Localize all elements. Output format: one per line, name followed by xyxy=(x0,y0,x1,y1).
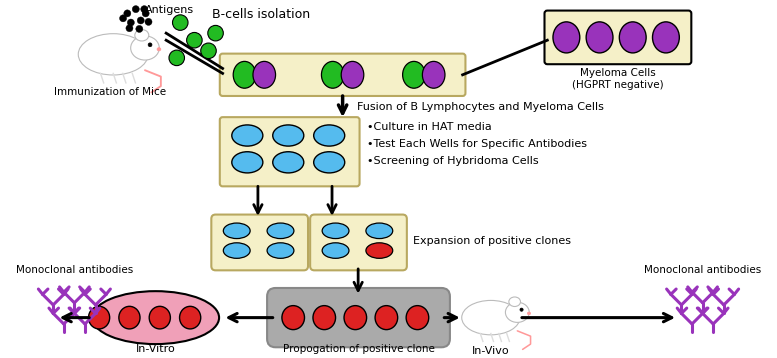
Ellipse shape xyxy=(92,291,219,344)
Ellipse shape xyxy=(179,306,200,329)
Ellipse shape xyxy=(127,19,134,26)
Ellipse shape xyxy=(423,61,445,88)
Ellipse shape xyxy=(124,10,131,17)
Ellipse shape xyxy=(119,306,140,329)
Ellipse shape xyxy=(273,125,304,146)
Text: Fusion of B Lymphocytes and Myeloma Cells: Fusion of B Lymphocytes and Myeloma Cell… xyxy=(357,102,604,112)
FancyBboxPatch shape xyxy=(211,214,308,270)
Text: •Screening of Hybridoma Cells: •Screening of Hybridoma Cells xyxy=(368,156,539,166)
Ellipse shape xyxy=(232,125,263,146)
Ellipse shape xyxy=(586,22,613,53)
Ellipse shape xyxy=(314,125,345,146)
Ellipse shape xyxy=(148,43,152,47)
FancyBboxPatch shape xyxy=(220,117,360,186)
Text: In-Vitro: In-Vitro xyxy=(136,344,176,354)
Ellipse shape xyxy=(172,15,188,30)
FancyBboxPatch shape xyxy=(220,54,465,96)
Ellipse shape xyxy=(509,297,521,306)
Ellipse shape xyxy=(375,306,398,330)
Ellipse shape xyxy=(366,223,392,238)
Ellipse shape xyxy=(322,223,349,238)
Ellipse shape xyxy=(314,152,345,173)
Ellipse shape xyxy=(344,306,367,330)
Text: Expansion of positive clones: Expansion of positive clones xyxy=(413,236,571,246)
Text: Monoclonal antibodies: Monoclonal antibodies xyxy=(644,265,761,275)
Ellipse shape xyxy=(366,243,392,258)
Ellipse shape xyxy=(223,243,250,258)
Ellipse shape xyxy=(149,306,170,329)
Ellipse shape xyxy=(145,18,152,25)
Ellipse shape xyxy=(157,48,161,51)
Ellipse shape xyxy=(120,15,127,22)
Ellipse shape xyxy=(267,243,294,258)
Text: In-Vivo: In-Vivo xyxy=(472,346,510,356)
Ellipse shape xyxy=(322,243,349,258)
Ellipse shape xyxy=(89,306,110,329)
FancyBboxPatch shape xyxy=(310,214,407,270)
Ellipse shape xyxy=(138,17,145,24)
Ellipse shape xyxy=(207,25,223,41)
Text: Myeloma Cells
(HGPRT negative): Myeloma Cells (HGPRT negative) xyxy=(572,68,664,90)
Ellipse shape xyxy=(267,223,294,238)
Ellipse shape xyxy=(322,61,344,88)
Ellipse shape xyxy=(186,33,202,48)
Ellipse shape xyxy=(132,6,139,13)
Ellipse shape xyxy=(282,306,305,330)
Ellipse shape xyxy=(553,22,580,53)
Ellipse shape xyxy=(619,22,646,53)
Text: Immunization of Mice: Immunization of Mice xyxy=(54,87,166,97)
Ellipse shape xyxy=(505,302,529,323)
FancyBboxPatch shape xyxy=(267,288,450,347)
Ellipse shape xyxy=(528,312,531,315)
Text: Propogation of positive clone: Propogation of positive clone xyxy=(283,344,434,354)
Ellipse shape xyxy=(520,308,523,311)
Ellipse shape xyxy=(200,43,216,59)
Ellipse shape xyxy=(142,10,149,17)
Text: B-cells isolation: B-cells isolation xyxy=(212,8,311,21)
Ellipse shape xyxy=(126,25,133,32)
Ellipse shape xyxy=(169,50,184,66)
FancyBboxPatch shape xyxy=(545,11,692,64)
Ellipse shape xyxy=(141,6,148,13)
Ellipse shape xyxy=(232,152,263,173)
Text: Monoclonal antibodies: Monoclonal antibodies xyxy=(16,265,133,275)
Ellipse shape xyxy=(341,61,364,88)
Ellipse shape xyxy=(402,61,425,88)
Ellipse shape xyxy=(462,300,520,335)
Text: •Culture in HAT media: •Culture in HAT media xyxy=(368,122,492,132)
Ellipse shape xyxy=(136,25,143,33)
Ellipse shape xyxy=(131,36,159,60)
Text: •Test Each Wells for Specific Antibodies: •Test Each Wells for Specific Antibodies xyxy=(368,139,587,149)
Ellipse shape xyxy=(313,306,336,330)
Ellipse shape xyxy=(233,61,256,88)
Ellipse shape xyxy=(273,152,304,173)
Ellipse shape xyxy=(253,61,276,88)
Text: Antigens: Antigens xyxy=(145,5,194,15)
Ellipse shape xyxy=(223,223,250,238)
Ellipse shape xyxy=(134,30,148,41)
Ellipse shape xyxy=(406,306,429,330)
Ellipse shape xyxy=(78,34,148,75)
Ellipse shape xyxy=(653,22,679,53)
